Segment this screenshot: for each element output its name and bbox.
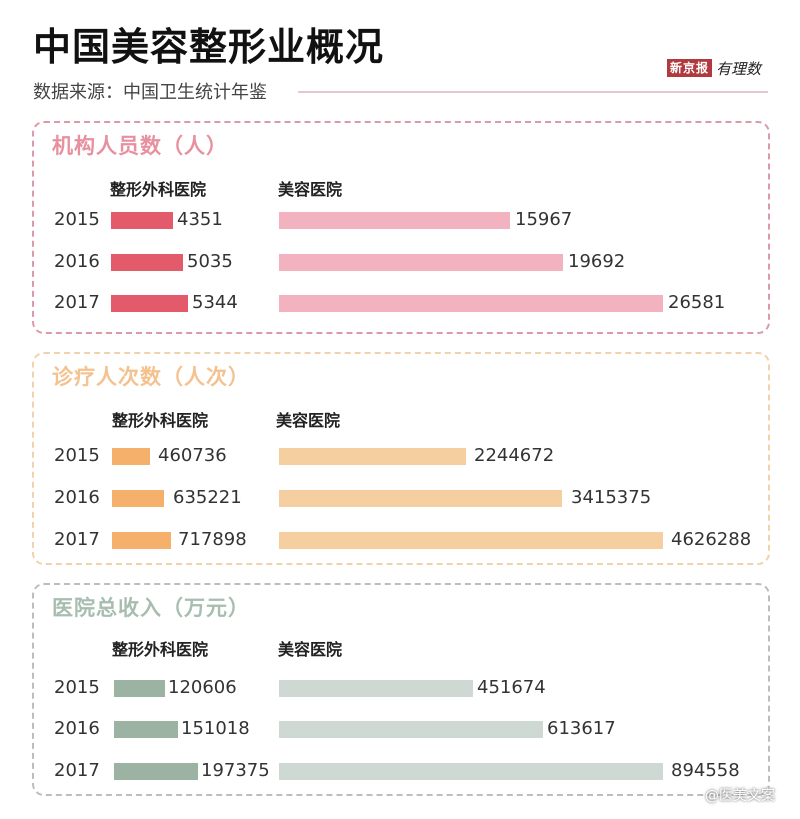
brand-logo: 新京报 有理数 — [667, 58, 761, 78]
value-plastic-surgery: 5344 — [192, 292, 238, 313]
value-plastic-surgery: 151018 — [181, 718, 250, 739]
bar-plastic-surgery — [111, 295, 188, 312]
value-beauty-hospital: 2244672 — [474, 445, 555, 466]
value-beauty-hospital: 19692 — [568, 251, 626, 272]
watermark: @医美文案 — [705, 788, 775, 804]
panel-title: 诊疗人次数（人次） — [52, 365, 250, 389]
value-beauty-hospital: 15967 — [515, 209, 573, 230]
table-row: 2016 635221 3415375 — [34, 487, 768, 509]
year-label: 2016 — [54, 718, 100, 739]
bar-plastic-surgery — [114, 763, 198, 780]
bar-plastic-surgery — [111, 212, 173, 229]
table-row: 2017 5344 26581 — [34, 292, 768, 314]
bar-plastic-surgery — [112, 448, 150, 465]
table-row: 2016 151018 613617 — [34, 718, 768, 740]
col-header-plastic-surgery: 整形外科医院 — [112, 640, 209, 659]
bar-beauty-hospital — [279, 680, 473, 697]
year-label: 2015 — [54, 209, 100, 230]
table-row: 2016 5035 19692 — [34, 251, 768, 273]
page-title: 中国美容整形业概况 — [33, 25, 385, 69]
value-beauty-hospital: 613617 — [547, 718, 616, 739]
table-row: 2017 717898 4626288 — [34, 529, 768, 551]
value-plastic-surgery: 635221 — [173, 487, 242, 508]
value-beauty-hospital: 894558 — [671, 760, 740, 781]
panel-visits: 诊疗人次数（人次） 整形外科医院 美容医院 2015 460736 224467… — [32, 352, 770, 565]
panel-revenue: 医院总收入（万元） 整形外科医院 美容医院 2015 120606 451674… — [32, 583, 770, 796]
col-header-plastic-surgery: 整形外科医院 — [110, 180, 207, 199]
bar-plastic-surgery — [114, 680, 165, 697]
panel-title: 机构人员数（人） — [52, 134, 228, 158]
year-label: 2017 — [54, 760, 100, 781]
header-divider — [298, 91, 768, 93]
year-label: 2017 — [54, 292, 100, 313]
table-row: 2015 120606 451674 — [34, 677, 768, 699]
bar-beauty-hospital — [279, 295, 663, 312]
value-plastic-surgery: 460736 — [158, 445, 227, 466]
value-beauty-hospital: 4626288 — [671, 529, 752, 550]
col-header-beauty-hospital: 美容医院 — [278, 640, 343, 659]
value-plastic-surgery: 4351 — [177, 209, 223, 230]
bar-beauty-hospital — [279, 532, 663, 549]
bar-plastic-surgery — [111, 254, 183, 271]
value-beauty-hospital: 3415375 — [571, 487, 652, 508]
year-label: 2017 — [54, 529, 100, 550]
data-source: 数据来源：中国卫生统计年鉴 — [33, 82, 267, 103]
bar-beauty-hospital — [279, 763, 663, 780]
bar-beauty-hospital — [279, 212, 510, 229]
value-beauty-hospital: 451674 — [477, 677, 546, 698]
value-plastic-surgery: 5035 — [187, 251, 233, 272]
col-header-plastic-surgery: 整形外科医院 — [112, 411, 209, 430]
year-label: 2015 — [54, 677, 100, 698]
col-header-beauty-hospital: 美容医院 — [276, 411, 341, 430]
bar-plastic-surgery — [112, 532, 171, 549]
year-label: 2016 — [54, 251, 100, 272]
bar-beauty-hospital — [279, 254, 563, 271]
bar-beauty-hospital — [279, 721, 543, 738]
year-label: 2015 — [54, 445, 100, 466]
value-plastic-surgery: 717898 — [178, 529, 247, 550]
value-beauty-hospital: 26581 — [668, 292, 726, 313]
year-label: 2016 — [54, 487, 100, 508]
table-row: 2015 4351 15967 — [34, 209, 768, 231]
brand-column: 有理数 — [716, 59, 762, 78]
bar-beauty-hospital — [279, 490, 562, 507]
value-plastic-surgery: 197375 — [201, 760, 270, 781]
bar-plastic-surgery — [112, 490, 164, 507]
bar-beauty-hospital — [279, 448, 466, 465]
table-row: 2015 460736 2244672 — [34, 445, 768, 467]
panel-staff: 机构人员数（人） 整形外科医院 美容医院 2015 4351 15967 201… — [32, 121, 770, 334]
brand-name: 新京报 — [667, 59, 713, 77]
col-header-beauty-hospital: 美容医院 — [278, 180, 343, 199]
bar-plastic-surgery — [114, 721, 178, 738]
table-row: 2017 197375 894558 — [34, 760, 768, 782]
value-plastic-surgery: 120606 — [168, 677, 237, 698]
panel-title: 医院总收入（万元） — [52, 596, 250, 620]
